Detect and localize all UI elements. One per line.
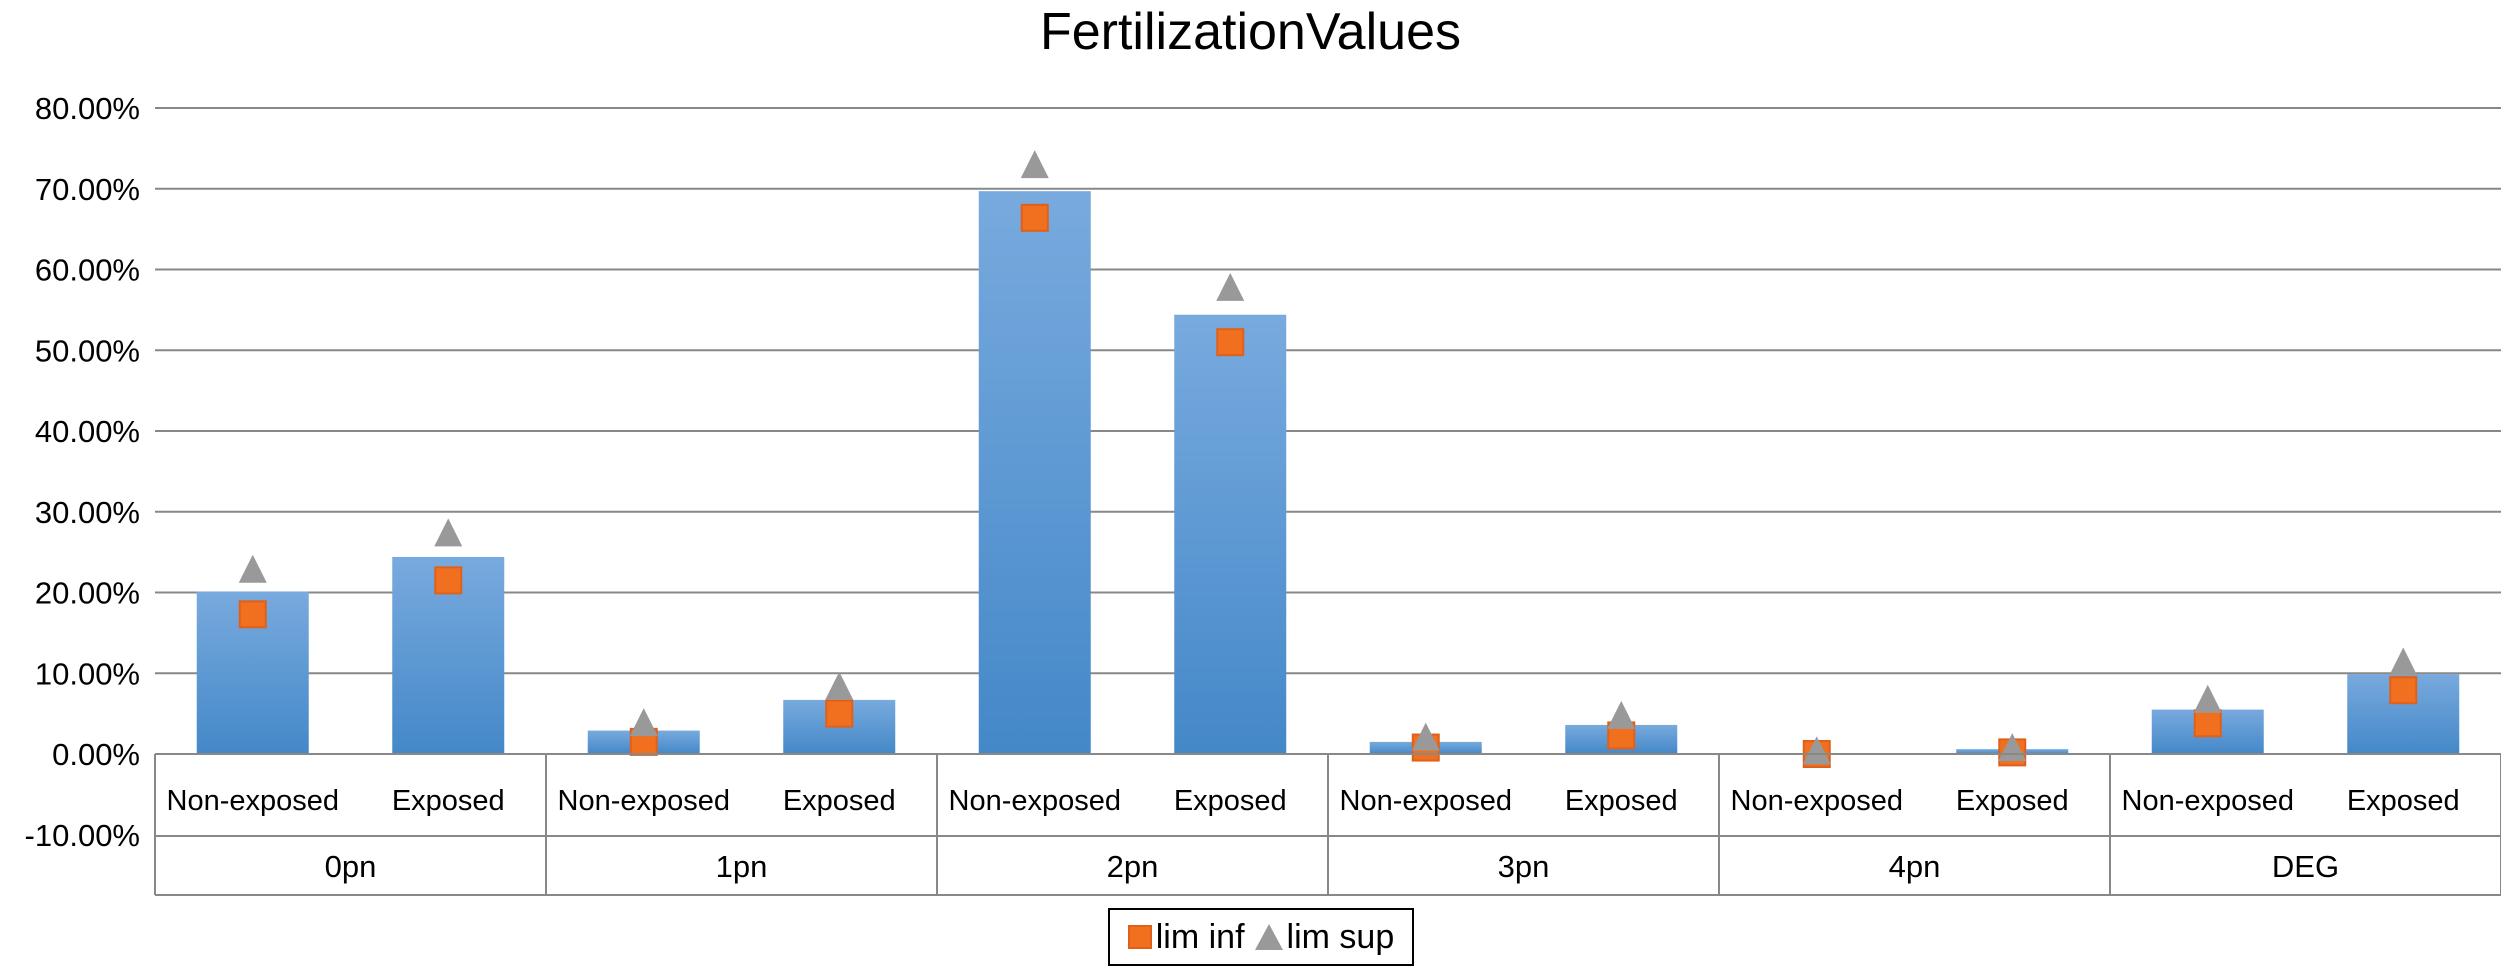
subcategory-label: Exposed (2347, 785, 2460, 817)
subcategory-label: Non-exposed (558, 785, 731, 817)
subcategory-label: Non-exposed (949, 785, 1122, 817)
subcategory-label: Exposed (392, 785, 505, 817)
group-label: 0pn (325, 849, 377, 884)
y-tick-label: 80.00% (35, 91, 140, 126)
y-tick-label: 30.00% (35, 495, 140, 530)
y-tick-label: 50.00% (35, 333, 140, 368)
y-tick-label: 60.00% (35, 253, 140, 288)
chart-title: FertilizationValues (1039, 3, 1461, 61)
y-tick-label: -10.00% (25, 818, 140, 853)
square-marker-icon (1127, 925, 1152, 949)
subcategory-label: Exposed (1956, 785, 2069, 817)
lim-inf-marker (2193, 709, 2222, 738)
lim-sup-marker (2193, 684, 2222, 713)
lim-sup-marker (1802, 736, 1831, 765)
lim-inf-marker (2389, 676, 2418, 705)
subcategory-label: Exposed (783, 785, 896, 817)
y-tick-label: 10.00% (35, 656, 140, 691)
lim-sup-marker (1020, 150, 1049, 179)
lim-sup-marker (2389, 647, 2418, 676)
legend: lim inf lim sup (1108, 908, 1414, 966)
y-tick-label: 20.00% (35, 576, 140, 611)
bar (1174, 314, 1287, 754)
lim-inf-marker (1216, 328, 1245, 357)
lim-sup-marker (629, 708, 658, 737)
subcategory-label: Non-exposed (1731, 785, 1904, 817)
lim-sup-marker (825, 671, 854, 700)
legend-item-lim-inf: lim inf (1127, 917, 1245, 957)
lim-inf-marker (238, 600, 267, 629)
subcategory-label: Non-exposed (1340, 785, 1513, 817)
y-tick-label: 70.00% (35, 172, 140, 207)
group-label: 4pn (1889, 849, 1941, 884)
group-label: 1pn (716, 849, 768, 884)
subcategory-label: Exposed (1174, 785, 1287, 817)
group-label: DEG (2272, 849, 2339, 884)
legend-item-lim-sup: lim sup (1254, 917, 1395, 957)
lim-sup-marker (1411, 722, 1440, 751)
lim-sup-marker (1607, 700, 1636, 729)
legend-label: lim inf (1155, 917, 1245, 956)
lim-sup-marker (1216, 272, 1245, 301)
legend-label: lim sup (1286, 917, 1395, 956)
bar (978, 191, 1091, 755)
lim-sup-marker (434, 518, 463, 547)
y-tick-label: 40.00% (35, 414, 140, 449)
triangle-marker-icon (1254, 924, 1283, 950)
subcategory-label: Non-exposed (2122, 785, 2295, 817)
subcategory-label: Exposed (1565, 785, 1678, 817)
subcategory-label: Non-exposed (167, 785, 340, 817)
lim-inf-marker (1020, 203, 1049, 232)
lim-sup-marker (238, 554, 267, 583)
group-label: 3pn (1498, 849, 1550, 884)
y-tick-label: 0.00% (52, 737, 140, 772)
lim-inf-marker (825, 699, 854, 728)
lim-inf-marker (434, 566, 463, 595)
group-label: 2pn (1107, 849, 1159, 884)
